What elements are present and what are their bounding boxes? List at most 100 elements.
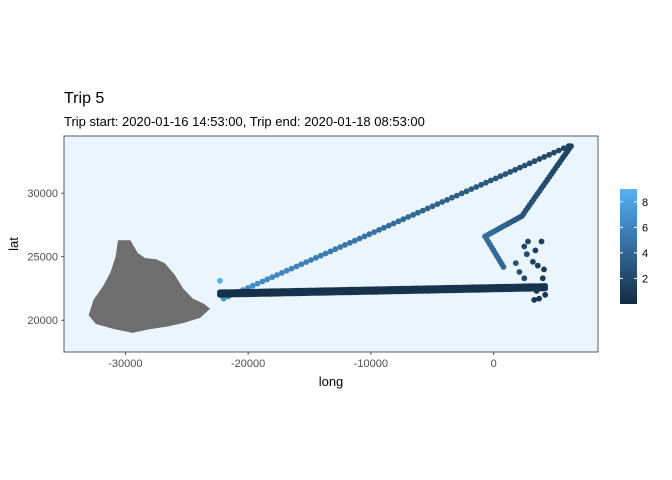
track-point xyxy=(376,227,382,233)
track-point xyxy=(415,209,421,216)
y-axis-label: lat xyxy=(6,237,21,251)
track-point xyxy=(429,203,436,210)
track-point xyxy=(279,270,285,276)
track-point xyxy=(536,295,542,302)
track-point xyxy=(322,250,329,257)
land-layer xyxy=(88,240,211,333)
track-point xyxy=(444,197,450,203)
track-point xyxy=(526,160,533,167)
track-point xyxy=(269,274,276,281)
x-tick-label: 0 xyxy=(491,358,497,370)
track-point xyxy=(434,201,441,208)
track-point xyxy=(308,257,314,263)
track-point xyxy=(342,242,348,248)
track-point xyxy=(303,259,310,265)
track-point xyxy=(217,277,223,284)
track-point xyxy=(249,282,256,289)
track-point xyxy=(317,252,324,259)
track-point xyxy=(521,243,528,250)
island-land xyxy=(88,240,211,333)
track-point xyxy=(500,264,507,270)
colorbar-tick-label: 6 xyxy=(642,222,648,234)
y-tick-label: 20000 xyxy=(27,315,58,327)
track-point xyxy=(555,147,562,154)
track-point xyxy=(347,239,353,246)
track-point xyxy=(371,229,378,236)
track-point xyxy=(478,181,484,188)
track-point xyxy=(381,224,387,231)
track-point xyxy=(533,288,540,294)
chart-subtitle: Trip start: 2020-01-16 14:53:00, Trip en… xyxy=(64,114,425,129)
track-point xyxy=(534,262,541,269)
colorbar-ticks: 2 4 6 8 xyxy=(620,197,648,285)
x-tick-label: -20000 xyxy=(231,358,265,370)
track-point xyxy=(424,205,431,212)
track-point xyxy=(337,244,344,251)
y-tick-label: 25000 xyxy=(27,252,58,264)
y-axis: 20000 25000 30000 xyxy=(27,188,64,327)
track-point xyxy=(538,238,545,245)
x-tick-label: -30000 xyxy=(108,358,142,370)
points-layer xyxy=(217,143,574,303)
track-point xyxy=(458,190,465,197)
track-point xyxy=(439,199,446,205)
track-point xyxy=(541,154,548,160)
track-point xyxy=(410,212,416,218)
colorbar xyxy=(620,189,637,304)
colorbar-tick-label: 8 xyxy=(642,197,648,209)
track-point xyxy=(473,184,480,190)
track-point xyxy=(521,275,528,282)
track-point xyxy=(264,276,271,283)
track-point xyxy=(502,171,509,178)
track-point xyxy=(542,285,549,292)
track-point xyxy=(546,151,552,158)
track-point xyxy=(395,218,402,225)
colorbar-tick-label: 2 xyxy=(642,273,648,285)
track-point xyxy=(361,233,368,240)
track-point xyxy=(523,251,530,258)
track-point xyxy=(313,254,319,261)
x-axis: -30000 -20000 -10000 0 xyxy=(108,352,497,370)
track-point xyxy=(385,222,392,229)
track-point xyxy=(536,156,543,162)
track-point xyxy=(356,235,363,242)
track-point xyxy=(405,214,412,220)
track-point xyxy=(551,149,557,156)
track-point xyxy=(327,248,334,255)
track-point xyxy=(254,280,261,287)
track-point xyxy=(419,207,426,214)
track-point xyxy=(463,188,470,195)
track-point xyxy=(449,194,455,201)
chart-title: Trip 5 xyxy=(64,90,105,107)
track-point xyxy=(531,158,538,165)
track-point xyxy=(525,238,531,245)
track-point xyxy=(541,266,547,273)
track-point xyxy=(468,186,475,193)
track-point xyxy=(259,278,266,285)
y-tick-label: 30000 xyxy=(27,188,58,200)
track-point xyxy=(366,231,373,238)
track-point xyxy=(531,297,538,303)
track-point xyxy=(283,267,290,274)
track-point xyxy=(542,291,549,298)
track-point xyxy=(293,263,300,270)
track-point xyxy=(288,265,295,272)
track-point xyxy=(517,164,523,171)
track-point xyxy=(507,169,514,175)
track-point xyxy=(298,261,305,268)
track-point xyxy=(521,162,528,169)
track-point xyxy=(400,216,407,223)
track-point xyxy=(453,192,460,199)
track-point xyxy=(539,275,546,282)
track-point xyxy=(483,179,489,186)
track-point xyxy=(351,237,358,244)
track-point xyxy=(497,173,504,180)
track-point xyxy=(492,175,499,182)
track-point xyxy=(274,272,280,278)
track-point xyxy=(390,220,397,227)
track-point xyxy=(487,177,494,184)
track-point xyxy=(532,247,539,254)
track-point xyxy=(516,269,523,275)
